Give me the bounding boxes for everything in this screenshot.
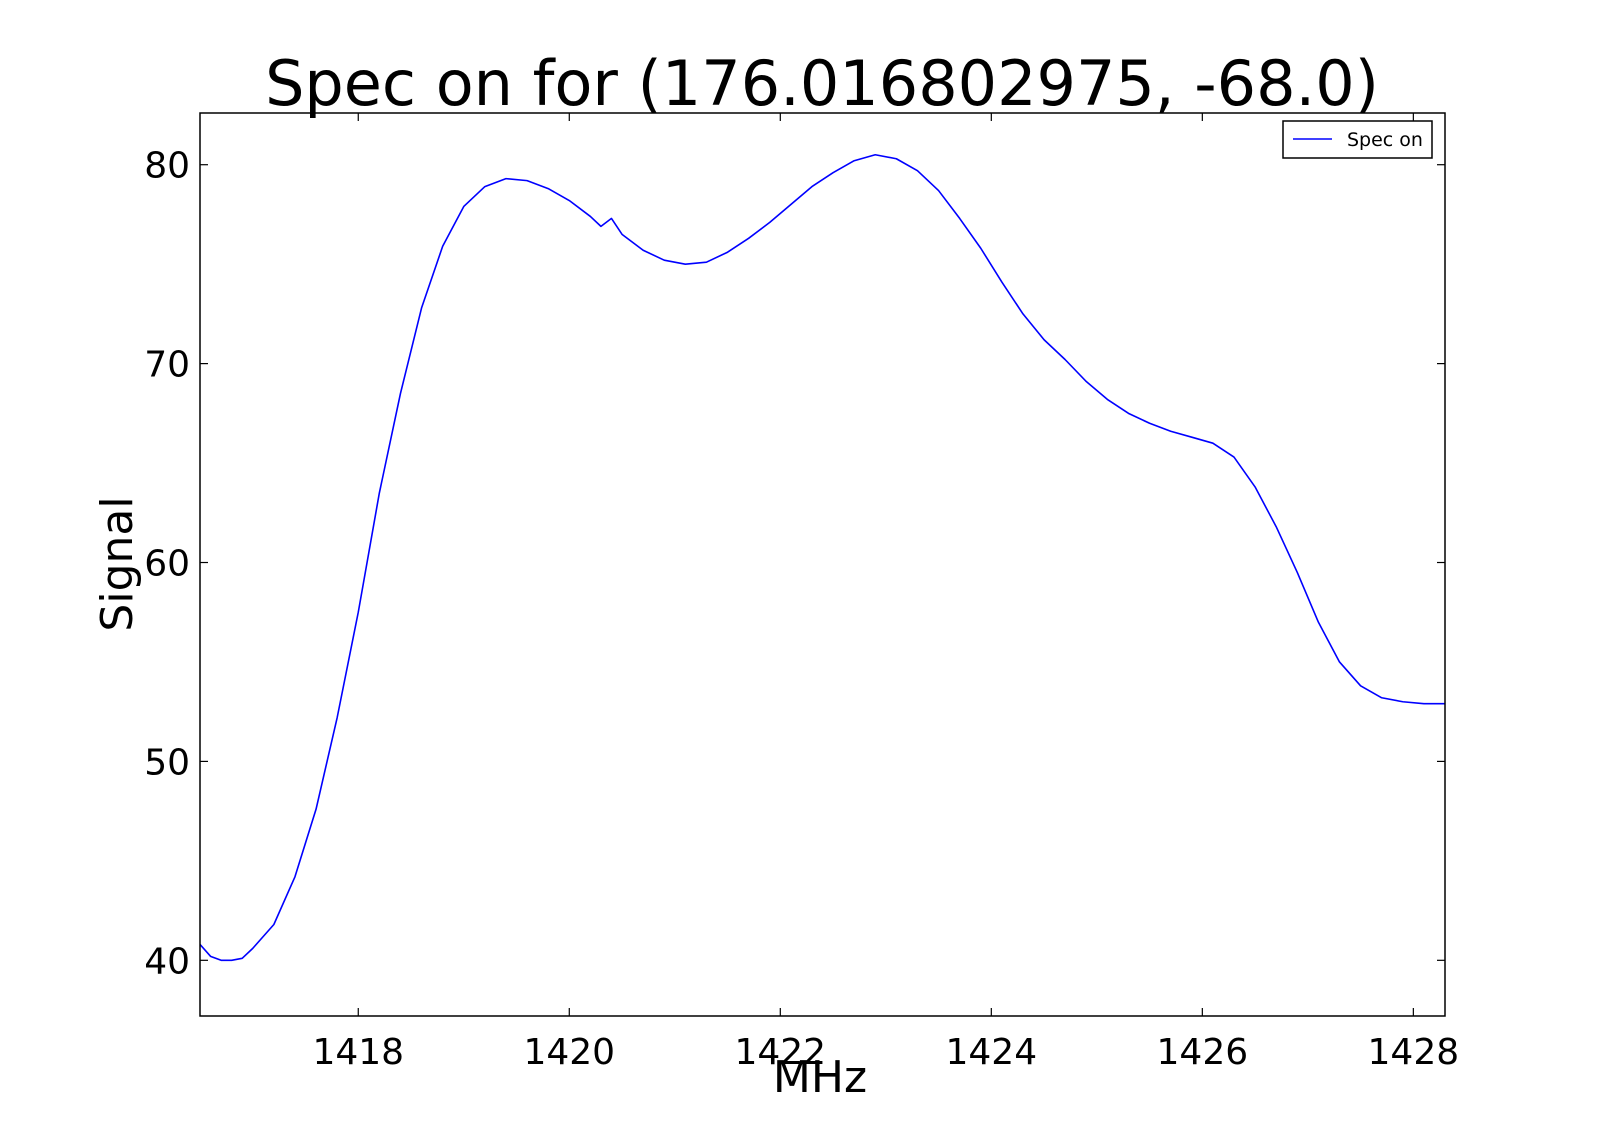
plot-area: 1418 1420 1422 1424 1426 1428 40 50 60 70 80 [144, 112, 1460, 1073]
y-tick-label: 70 [144, 345, 190, 386]
y-tick-label: 80 [144, 146, 190, 187]
y-tick-label: 40 [144, 941, 190, 982]
y-tick-label: 60 [144, 544, 190, 585]
x-tick-label: 1428 [1368, 1032, 1460, 1073]
x-tick-label: 1418 [312, 1032, 404, 1073]
legend: Spec on [1282, 120, 1433, 159]
y-tick-label: 50 [144, 742, 190, 783]
plot-frame [199, 112, 1446, 1017]
chart-title: Spec on for (176.016802975, -68.0) [265, 47, 1379, 120]
x-axis-label: MHz [773, 1052, 867, 1103]
y-axis-label: Signal [92, 496, 143, 631]
x-tick-label: 1422 [734, 1032, 826, 1073]
x-tick-label: 1420 [523, 1032, 615, 1073]
x-tick-label: 1424 [946, 1032, 1038, 1073]
legend-label: Spec on [1347, 129, 1423, 151]
series-line-0 [200, 153, 1445, 962]
x-tick-label: 1426 [1157, 1032, 1249, 1073]
